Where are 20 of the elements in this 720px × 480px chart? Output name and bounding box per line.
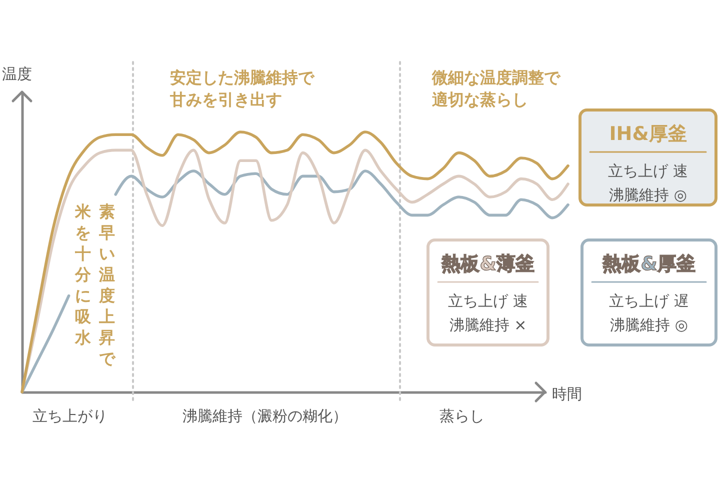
- text: 沸騰維持 ◎: [610, 316, 688, 334]
- annotation: 立ち上げ 速: [448, 292, 528, 310]
- text: 蒸らし: [440, 407, 484, 425]
- y-axis-title: 温度: [2, 65, 32, 83]
- text: 沸騰維持（澱粉の糊化）: [182, 407, 348, 425]
- text: IH&厚釜: [609, 123, 687, 145]
- text: 立ち上がり: [32, 407, 108, 425]
- text: 甘みを引き出す: [169, 90, 282, 109]
- text: 沸騰維持 ◎: [609, 186, 687, 204]
- x-axis-title: 時間: [552, 385, 582, 403]
- text: 安定した沸騰維持で: [170, 68, 315, 87]
- text: 立ち上げ 速: [608, 162, 688, 180]
- text: 適切な蒸らし: [431, 90, 528, 109]
- text: 立ち上げ 遅: [609, 292, 689, 310]
- annotation: 沸騰維持 ×: [449, 316, 527, 334]
- text: 熱板&厚釜: [602, 253, 696, 275]
- annotation: 素早い温度上昇で: [98, 202, 116, 368]
- text: 微細な温度調整で: [431, 68, 561, 87]
- annotation: 米を十分に吸水: [74, 202, 92, 347]
- text: 熱板&薄釜: [440, 253, 534, 275]
